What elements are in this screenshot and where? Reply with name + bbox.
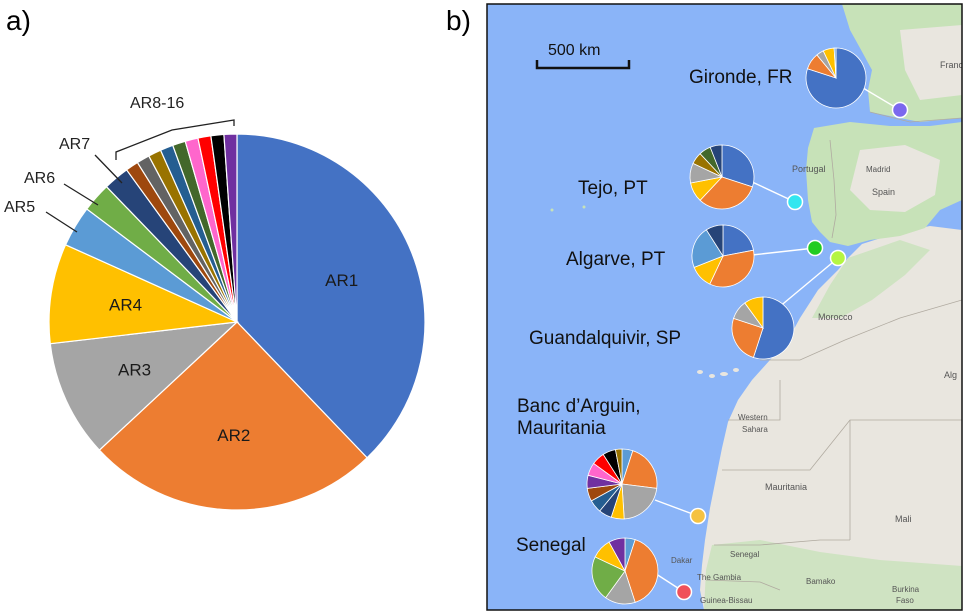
gironde-pie-slice-ar5 <box>833 47 837 79</box>
callout-bracket-ar8-16 <box>115 119 235 160</box>
tejo-pie-slice-ar1 <box>721 144 755 188</box>
guandalquivir-pie-slice-ar4 <box>744 296 764 330</box>
main-pie-chart: AR1 AR2 AR3 AR4 <box>48 133 426 511</box>
guandalquivir-pie-slice-ar2 <box>731 317 764 358</box>
map-label-portugal: Portugal <box>792 164 826 174</box>
map-frame <box>486 3 963 611</box>
banc-darguin-pie-slice-ar2 <box>621 450 658 489</box>
callout-line-ar7 <box>94 154 123 184</box>
main-pie-slice-ar1 <box>236 133 426 459</box>
site-markers <box>675 101 909 601</box>
map-label-mali: Mali <box>895 514 912 524</box>
map-label-morocco: Morocco <box>818 312 853 322</box>
map: Franc Portugal Madrid Spain Morocco Alg … <box>487 4 964 610</box>
main-pie-label-ar3: AR3 <box>118 360 151 379</box>
main-pie-label-ar2: AR2 <box>217 426 250 445</box>
map-label-guinea-bissau: Guinea-Bissau <box>700 596 752 605</box>
gironde-pie <box>805 47 867 109</box>
guandalquivir-pie <box>731 296 795 360</box>
panel-b-letter: b) <box>446 5 471 36</box>
land-france-inland <box>900 25 962 100</box>
land-green-morocco <box>812 240 930 318</box>
scale-bar-line <box>535 60 631 70</box>
canary-islands <box>697 368 739 378</box>
map-label-france: Franc <box>940 60 964 70</box>
map-label-the-gambia: The Gambia <box>697 573 742 582</box>
main-pie-slice-ar4 <box>48 243 240 345</box>
banc-darguin-pie-slice-ar3 <box>621 483 658 520</box>
map-label-western-sahara-1: Western <box>738 413 768 422</box>
site-label-banc-darguin-2: Mauritania <box>517 418 606 439</box>
land-green-sahel <box>704 540 962 610</box>
gironde-pie-slice-ar1 <box>805 47 867 109</box>
marker-tejo <box>786 193 804 211</box>
tejo-pie-slice-ar2 <box>699 176 753 210</box>
marker-algarve <box>806 239 824 257</box>
map-label-mauritania: Mauritania <box>765 482 807 492</box>
map-label-algeria: Alg <box>944 370 957 380</box>
map-label-spain: Spain <box>872 187 895 197</box>
connector-algarve <box>751 247 816 256</box>
map-label-burkina-2: Faso <box>896 596 914 605</box>
panel-a-letter: a) <box>6 5 31 36</box>
marker-gironde <box>891 101 909 119</box>
map-label-burkina-1: Burkina <box>892 585 920 594</box>
site-label-banc-darguin-1: Banc d’Arguin, <box>517 396 641 417</box>
map-label-western-sahara-2: Sahara <box>742 425 768 434</box>
senegal-pie-slice-ar16 <box>608 537 626 572</box>
site-pies <box>586 47 867 605</box>
main-pie-slice-ar16 <box>223 133 238 323</box>
banc-darguin-pie <box>586 448 658 520</box>
callout-lines <box>45 119 235 233</box>
algarve-pie-slice-ar5 <box>691 229 724 268</box>
site-label-gironde: Gironde, FR <box>689 67 792 88</box>
marker-banc-darguin <box>689 507 707 525</box>
main-pie-label-ar1: AR1 <box>325 271 358 290</box>
main-pie-slice-ar2 <box>98 321 368 511</box>
algarve-pie-slice-ar1 <box>722 224 754 257</box>
callout-label-ar8-16: AR8-16 <box>130 95 184 112</box>
scale-bar-label: 500 km <box>548 42 600 59</box>
marker-guandalquivir <box>829 249 847 267</box>
tejo-pie <box>689 144 755 210</box>
senegal-pie <box>591 537 659 605</box>
callout-line-ar5 <box>45 211 78 233</box>
site-label-senegal: Senegal <box>516 535 586 556</box>
callout-label-ar6: AR6 <box>24 170 55 187</box>
map-label-madrid: Madrid <box>866 165 890 174</box>
scale-bar: 500 km <box>535 42 631 70</box>
callout-line-ar6 <box>63 183 99 206</box>
site-label-guandalquivir: Guandalquivir, SP <box>529 328 681 349</box>
marker-senegal <box>675 583 693 601</box>
banc-darguin-pie-slice-ar10 <box>614 448 623 485</box>
guandalquivir-pie-slice-ar1 <box>752 296 795 360</box>
connector-guandalquivir <box>777 257 839 309</box>
main-pie-slice-ar3 <box>49 321 239 451</box>
connector-tejo <box>747 179 796 203</box>
senegal-pie-slice-ar2 <box>624 539 659 603</box>
main-pie-label-ar4: AR4 <box>109 296 142 315</box>
callout-label-ar5: AR5 <box>4 199 35 216</box>
country-borders <box>705 111 962 591</box>
algarve-pie <box>691 224 755 288</box>
callout-label-ar7: AR7 <box>59 136 90 153</box>
land-spain-inland <box>850 145 940 212</box>
algarve-pie-slice-ar2 <box>709 249 755 288</box>
land-africa <box>700 226 962 610</box>
map-label-bamako: Bamako <box>806 577 836 586</box>
map-label-senegal: Senegal <box>730 550 760 559</box>
tejo-pie-slice-ar7 <box>709 144 723 178</box>
site-label-tejo: Tejo, PT <box>578 178 648 199</box>
algarve-pie-slice-ar7 <box>705 224 724 258</box>
map-label-dakar: Dakar <box>671 556 693 565</box>
site-label-algarve: Algarve, PT <box>566 249 666 270</box>
